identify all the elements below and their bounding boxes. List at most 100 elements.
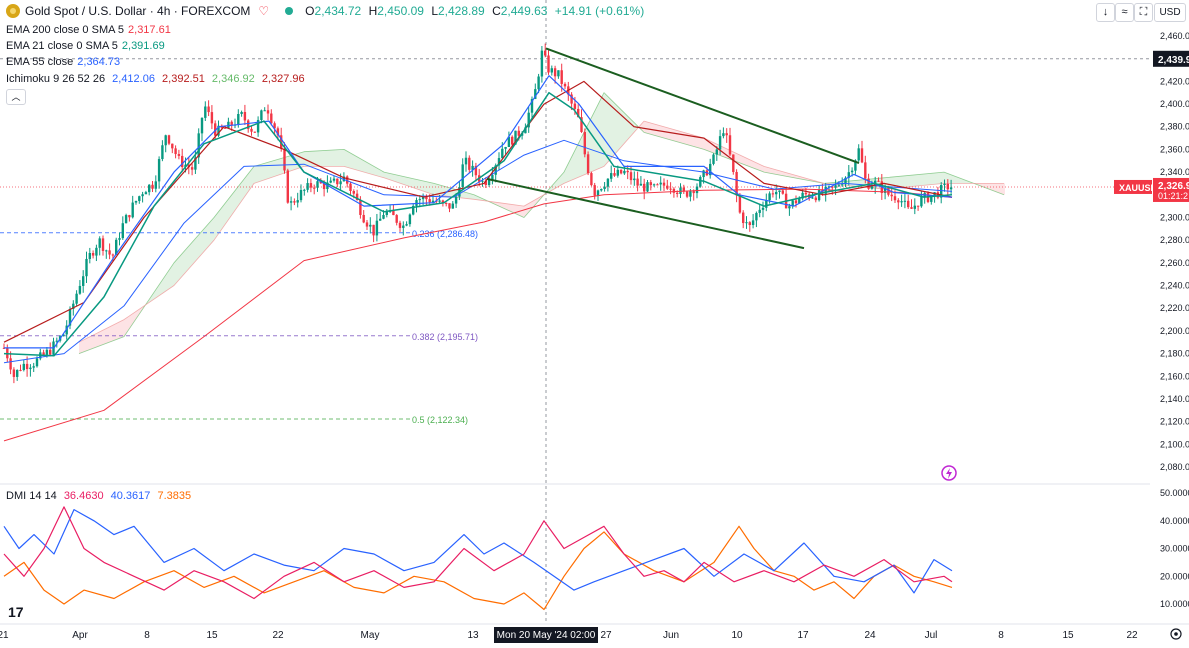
candle-body <box>267 110 269 113</box>
candle-body <box>290 201 292 202</box>
candle-body <box>788 206 790 208</box>
candle-body <box>943 184 945 185</box>
dmi-tick-label: 30.0000 <box>1160 544 1189 554</box>
candle-body <box>597 190 599 195</box>
ema55-line <box>4 140 952 362</box>
cloud-segment <box>741 156 743 165</box>
candle-body <box>339 181 341 184</box>
dmi-plus-line <box>4 507 952 599</box>
candle-body <box>603 187 605 189</box>
fullscreen-icon[interactable]: ⛶ <box>1134 3 1153 22</box>
candle-body <box>359 200 361 215</box>
candle-body <box>366 222 368 226</box>
cloud-segment <box>319 151 321 167</box>
cloud-segment <box>107 327 109 343</box>
candle-body <box>864 162 866 178</box>
cloud-segment <box>423 181 425 192</box>
candle-body <box>283 149 285 171</box>
cloud-segment <box>353 155 355 170</box>
cloud-segment <box>111 325 113 341</box>
candle-body <box>293 201 295 202</box>
candle-body <box>897 200 899 202</box>
currency-button[interactable]: USD <box>1154 3 1186 22</box>
cloud-segment <box>601 95 603 168</box>
cloud-segment <box>343 150 345 167</box>
cloud-segment <box>115 323 117 340</box>
cloud-segment <box>411 178 413 187</box>
cloud-segment <box>187 246 189 271</box>
price-tick-label: 2,340.00 <box>1160 167 1189 177</box>
candle-body <box>105 250 107 251</box>
cloud-segment <box>223 203 225 227</box>
legend-ichimoku[interactable]: Ichimoku 9 26 52 26 2,412.06 2,392.51 2,… <box>6 72 305 86</box>
cloud-segment <box>193 239 195 264</box>
candle-body <box>82 276 84 286</box>
cloud-segment <box>221 206 223 230</box>
cloud-segment <box>581 134 583 176</box>
candle-body <box>544 51 546 56</box>
candle-body <box>240 112 242 114</box>
candle-body <box>877 181 879 182</box>
cloud-segment <box>79 341 81 353</box>
symbol-tag: XAUUSD <box>1119 183 1158 193</box>
cloud-segment <box>645 121 647 133</box>
candle-body <box>914 206 916 209</box>
heart-icon[interactable]: ♡ <box>258 4 269 18</box>
candle-body <box>742 213 744 223</box>
cloud-segment <box>643 121 645 132</box>
candle-body <box>811 198 813 199</box>
cloud-segment <box>103 329 105 344</box>
cloud-segment <box>351 153 353 169</box>
market-status-icon <box>285 7 293 15</box>
cloud-segment <box>253 166 255 185</box>
legend-dmi[interactable]: DMI 14 14 36.4630 40.3617 7.3835 <box>6 489 191 503</box>
collapse-legend-button[interactable]: ︿ <box>6 89 26 105</box>
candle-body <box>297 200 299 202</box>
cloud-segment <box>309 151 311 166</box>
cloud-segment <box>179 255 181 280</box>
cloud-segment <box>267 162 269 179</box>
cloud-segment <box>745 158 747 166</box>
cloud-segment <box>767 167 769 173</box>
collapse-pane-icon[interactable]: ≈ <box>1115 3 1134 22</box>
candle-body <box>287 170 289 202</box>
cloud-segment <box>329 150 331 166</box>
candle-body <box>574 104 576 109</box>
time-tick-label: 21 <box>0 630 9 641</box>
cloud-segment <box>431 183 433 195</box>
candle-body <box>739 195 741 212</box>
price-tick-label: 2,400.00 <box>1160 99 1189 109</box>
price-tick-label: 2,260.00 <box>1160 258 1189 268</box>
cloud-segment <box>1003 183 1005 194</box>
candle-body <box>102 238 104 251</box>
candle-body <box>23 364 25 370</box>
cloud-segment <box>935 173 937 185</box>
candle-body <box>518 131 520 136</box>
candle-body <box>204 107 206 118</box>
candle-body <box>633 179 635 181</box>
cloud-segment <box>953 176 955 184</box>
alert-lightning-bolt <box>946 468 952 479</box>
candle-body <box>432 201 434 203</box>
candle-body <box>623 171 625 173</box>
cloud-segment <box>523 206 525 217</box>
candle-body <box>49 350 51 355</box>
cloud-segment <box>575 146 577 179</box>
time-tick-label: Jul <box>925 630 938 641</box>
candle-body <box>910 207 912 209</box>
cloud-segment <box>395 175 397 183</box>
candle-body <box>92 253 94 256</box>
candle-body <box>244 112 246 120</box>
cloud-segment <box>907 175 909 187</box>
cloud-segment <box>595 107 597 171</box>
cloud-segment <box>91 335 93 349</box>
price-tick-label: 2,360.00 <box>1160 144 1189 154</box>
arrow-down-icon[interactable]: ↓ <box>1096 3 1115 22</box>
price-tick-label: 2,200.00 <box>1160 326 1189 336</box>
symbol-title[interactable]: Gold Spot / U.S. Dollar · 4h · FOREXCOM <box>25 4 250 18</box>
